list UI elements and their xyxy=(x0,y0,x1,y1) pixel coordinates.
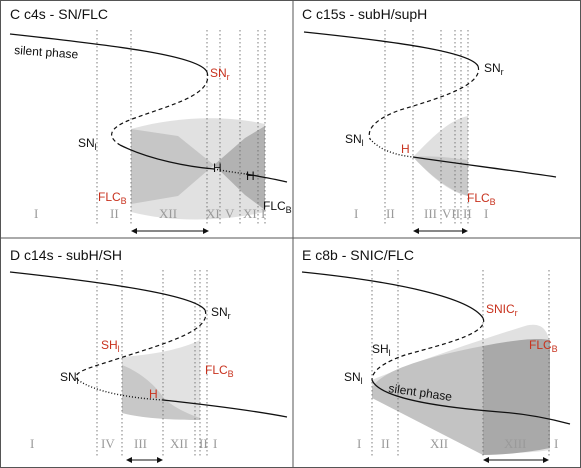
range-arrow xyxy=(131,228,209,234)
snl-label: SNl xyxy=(344,370,363,386)
lower-stable-branch-right xyxy=(245,173,288,183)
lower-stable-branch xyxy=(371,379,571,425)
snl-label: SNl xyxy=(78,136,97,152)
region-label: XII xyxy=(159,206,177,221)
region-label: I xyxy=(484,206,488,221)
panel-title: C c4s - SN/FLC xyxy=(10,6,108,22)
region-label: V xyxy=(225,206,235,221)
region-label: I xyxy=(34,206,38,221)
shl-label: SHl xyxy=(101,338,120,354)
hopf-label: H xyxy=(401,142,410,156)
upper-stable-branch xyxy=(303,31,479,67)
silent-phase-label: silent phase xyxy=(14,43,79,61)
region-label: II xyxy=(381,436,390,451)
panel-c14s: D c14s - subH/SH SNr SHl SNl H FLCB I IV… xyxy=(9,247,288,463)
snl-label: SNl xyxy=(60,370,79,386)
flcb-label: FLCB xyxy=(467,191,496,207)
flcb-right-label: FLCB xyxy=(263,199,292,215)
region-label: I xyxy=(213,436,217,451)
snr-label: SNr xyxy=(484,61,504,77)
range-arrow xyxy=(126,457,163,463)
upper-stable-branch xyxy=(9,33,208,73)
flcb-label: FLCB xyxy=(205,363,234,379)
panel-c15s: C c15s - subH/supH SNr SNl H FLCB I II I… xyxy=(302,6,557,234)
upper-stable-branch xyxy=(9,271,206,311)
region-label: II xyxy=(463,206,472,221)
lower-unstable-segment xyxy=(369,138,414,158)
snr-label: SNr xyxy=(210,66,230,82)
region-label: III xyxy=(424,206,437,221)
panel-title: E c8b - SNIC/FLC xyxy=(302,247,414,263)
hopf-label: H xyxy=(149,387,158,401)
range-arrow xyxy=(413,228,468,234)
hopf-label-2: H xyxy=(246,169,255,183)
snl-label: SNl xyxy=(345,132,364,148)
region-label: XIII xyxy=(504,436,526,451)
region-label: I xyxy=(354,206,358,221)
oscillation-envelope-dark xyxy=(413,156,468,196)
upper-stable-branch xyxy=(301,271,484,319)
lower-stable-branch xyxy=(162,399,288,418)
oscillation-envelope-dark xyxy=(131,129,214,204)
snr-label: SNr xyxy=(211,305,231,321)
lower-stable-branch xyxy=(119,144,215,170)
panel-c4s: C c4s - SN/FLC silent phase SNr SNl H H … xyxy=(9,6,292,234)
unstable-middle-branch xyxy=(111,71,209,146)
flcb-left-label: FLCB xyxy=(98,190,127,206)
snicr-label: SNICr xyxy=(486,302,518,318)
shl-label: SHl xyxy=(372,342,391,358)
oscillation-envelope-dark-right xyxy=(214,126,265,210)
lower-unstable-segment xyxy=(77,379,164,401)
region-label: II xyxy=(386,206,395,221)
oscillation-envelope-dark-right xyxy=(483,338,550,455)
region-label: XI xyxy=(206,206,220,221)
oscillation-envelope-dark xyxy=(122,365,200,420)
panel-title: D c14s - subH/SH xyxy=(10,247,122,263)
region-label: IV xyxy=(101,436,115,451)
lower-stable-branch xyxy=(412,156,557,178)
unstable-middle-branch xyxy=(75,309,207,381)
unstable-middle-branch xyxy=(368,65,480,140)
region-label: I xyxy=(357,436,361,451)
region-label: VII xyxy=(442,206,460,221)
region-label: I xyxy=(261,206,265,221)
lower-unstable-segment xyxy=(213,168,247,175)
region-label: II xyxy=(199,436,208,451)
region-label: XII xyxy=(170,436,188,451)
region-label: XI xyxy=(243,206,257,221)
unstable-middle-branch xyxy=(371,317,485,381)
flcb-label: FLCB xyxy=(529,338,558,354)
oscillation-envelope-dark xyxy=(372,346,483,455)
panel-c8b: E c8b - SNIC/FLC SNICr SHl SNl silent ph… xyxy=(301,247,571,463)
hopf-label-1: H xyxy=(213,161,222,175)
region-label: II xyxy=(110,206,119,221)
range-arrow xyxy=(483,457,549,463)
panel-title: C c15s - subH/supH xyxy=(302,6,427,22)
region-label: I xyxy=(554,436,558,451)
region-label: XII xyxy=(430,436,448,451)
region-label: I xyxy=(30,436,34,451)
region-label: III xyxy=(134,436,147,451)
